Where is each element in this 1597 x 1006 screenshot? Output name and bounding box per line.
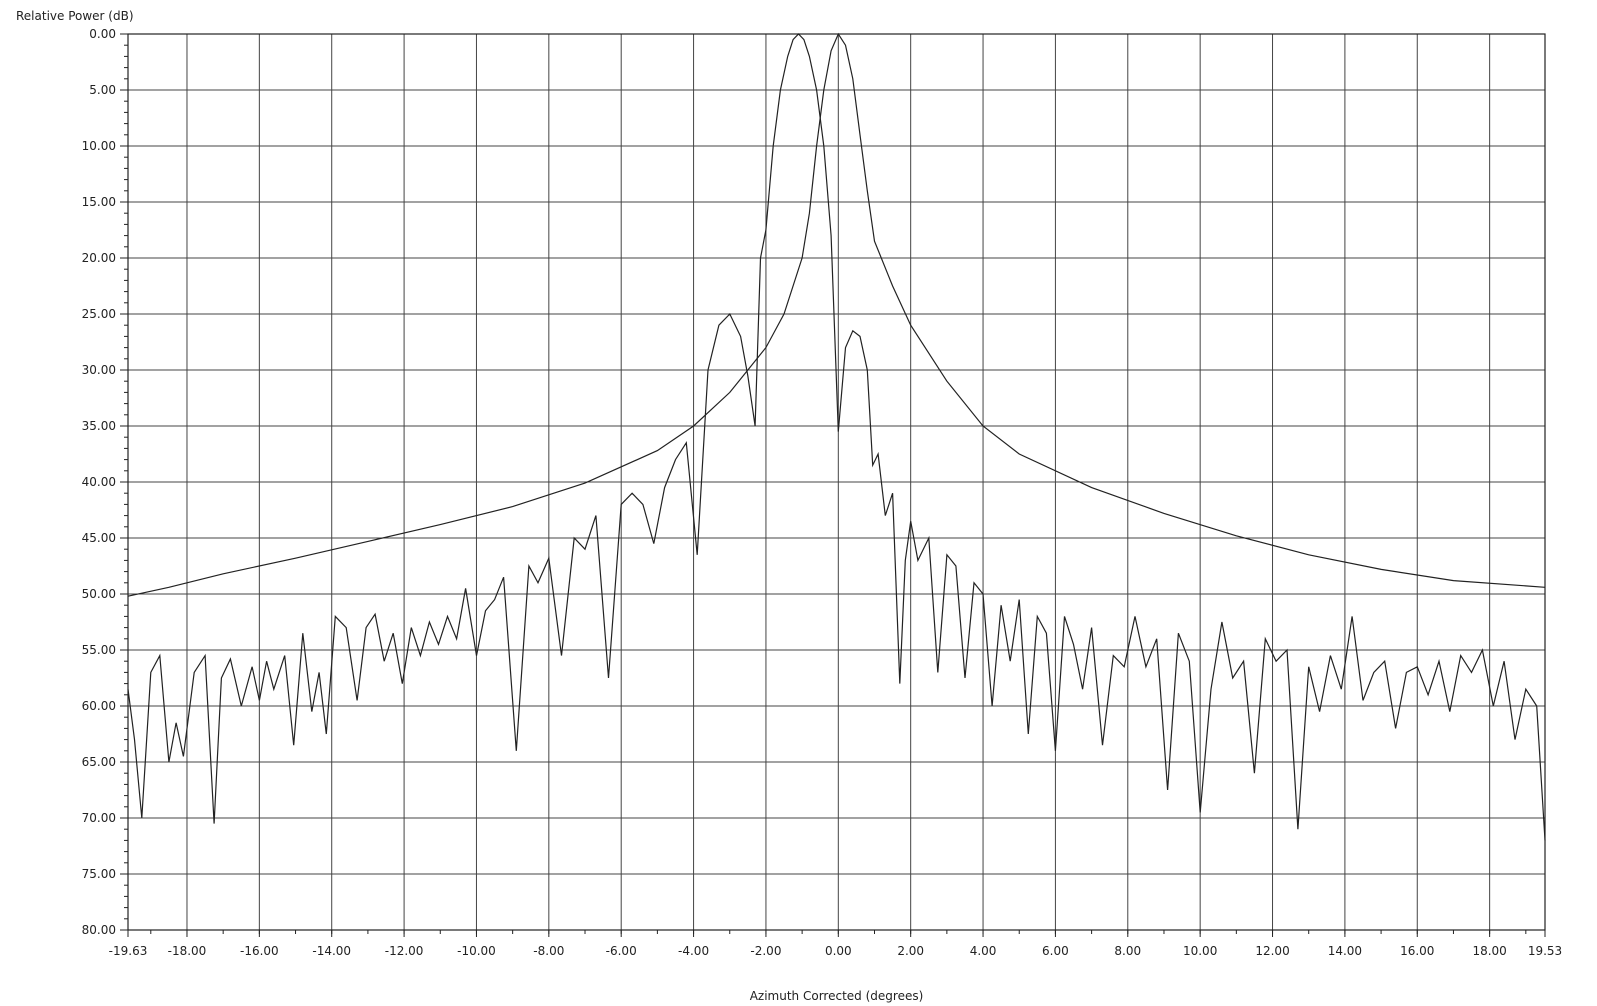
x-tick-label: 18.00 (1472, 944, 1506, 958)
x-tick-label: -10.00 (457, 944, 496, 958)
grid (128, 33, 1545, 931)
y-tick-label: 80.00 (82, 923, 116, 937)
x-tick-label: 16.00 (1400, 944, 1434, 958)
x-tick-label: -16.00 (240, 944, 279, 958)
x-tick-label: -19.63 (109, 944, 148, 958)
x-tick-label: 0.00 (825, 944, 852, 958)
y-axis-ticks: 0.00 5.00 10.00 15.00 20.00 25.00 30.00 35.00 40… (82, 27, 128, 937)
x-tick-label: 4.00 (970, 944, 997, 958)
y-tick-label: 40.00 (82, 475, 116, 489)
series-line-1 (127, 32, 1546, 597)
y-tick-label: 60.00 (82, 699, 116, 713)
x-tick-label: 8.00 (1114, 944, 1141, 958)
y-tick-label: 75.00 (82, 867, 116, 881)
series-group (127, 32, 1546, 841)
y-tick-label: 10.00 (82, 139, 116, 153)
y-tick-label: 0.00 (89, 27, 116, 41)
x-tick-label: 6.00 (1042, 944, 1069, 958)
x-axis-ticks: -19.63 -18.00 -16.00 -14.00 -12.00 -10.00 -8.0… (109, 930, 1562, 958)
x-tick-label: -8.00 (533, 944, 564, 958)
x-tick-label: 12.00 (1255, 944, 1289, 958)
x-axis-title: Azimuth Corrected (degrees) (750, 989, 924, 1003)
y-tick-label: 55.00 (82, 643, 116, 657)
x-tick-label: 10.00 (1183, 944, 1217, 958)
y-tick-label: 70.00 (82, 811, 116, 825)
x-tick-label: 19.53 (1528, 944, 1562, 958)
y-tick-label: 20.00 (82, 251, 116, 265)
y-tick-label: 45.00 (82, 531, 116, 545)
x-tick-label: 14.00 (1328, 944, 1362, 958)
y-tick-label: 5.00 (89, 83, 116, 97)
x-tick-label: -4.00 (678, 944, 709, 958)
y-tick-label: 25.00 (82, 307, 116, 321)
y-tick-label: 35.00 (82, 419, 116, 433)
x-tick-label: -18.00 (168, 944, 207, 958)
series-line-2 (127, 33, 1546, 841)
y-tick-label: 50.00 (82, 587, 116, 601)
y-axis-title: Relative Power (dB) (16, 9, 134, 23)
x-tick-label: -14.00 (312, 944, 351, 958)
x-tick-label: -12.00 (385, 944, 424, 958)
y-tick-label: 65.00 (82, 755, 116, 769)
x-tick-label: -2.00 (750, 944, 781, 958)
x-tick-label: 2.00 (897, 944, 924, 958)
y-tick-label: 15.00 (82, 195, 116, 209)
y-tick-label: 30.00 (82, 363, 116, 377)
x-tick-label: -6.00 (606, 944, 637, 958)
